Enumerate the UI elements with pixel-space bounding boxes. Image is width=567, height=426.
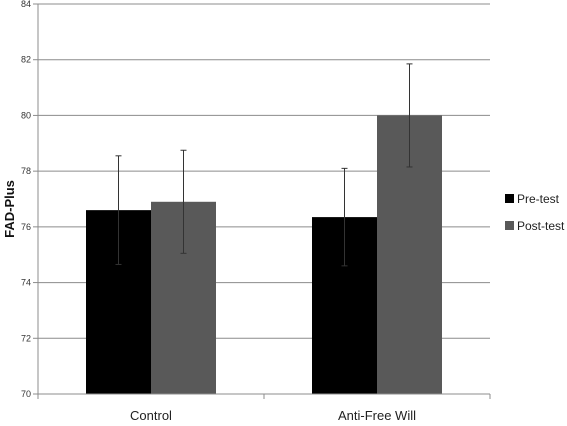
y-tick-label: 80: [21, 110, 31, 120]
category-label: Anti-Free Will: [338, 408, 416, 423]
error-bars: [115, 63, 413, 267]
y-tick-label: 84: [21, 0, 31, 9]
legend-swatch: [505, 194, 514, 203]
legend: Pre-test Post-test: [505, 192, 565, 233]
y-tick-label: 76: [21, 222, 31, 232]
y-tick-label: 82: [21, 55, 31, 65]
y-tick-label: 72: [21, 333, 31, 343]
y-tick-label: 78: [21, 166, 31, 176]
category-labels: Control Anti-Free Will: [37, 394, 491, 423]
legend-label: Pre-test: [517, 192, 560, 206]
y-axis-title: FAD-Plus: [2, 180, 17, 238]
y-tick-label: 70: [21, 389, 31, 399]
legend-swatch: [505, 221, 514, 230]
y-tick-label: 74: [21, 278, 31, 288]
bars: [86, 115, 442, 394]
category-label: Control: [130, 408, 172, 423]
y-tick-labels: 70 72 74 76 78 80 82 84: [21, 0, 31, 399]
legend-label: Post-test: [517, 219, 565, 233]
